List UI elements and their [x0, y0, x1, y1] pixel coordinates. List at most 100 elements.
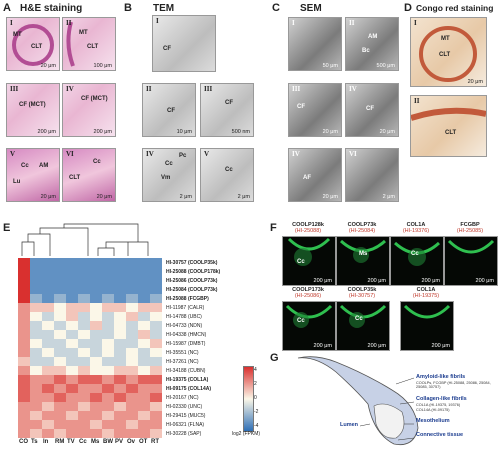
heatmap-cell: [126, 321, 138, 330]
heatmap-cell: [30, 366, 42, 375]
heatmap-cell: [102, 366, 114, 375]
heatmap-cell: [138, 285, 150, 294]
roman-numeral: II: [146, 85, 152, 93]
heatmap-cell: [126, 366, 138, 375]
legend-ticks: 4 2 0 -2 -4: [254, 363, 258, 433]
heatmap-column-label: Cc: [79, 439, 87, 445]
heatmap-row-label: HI-34188 (CUBN): [166, 368, 206, 374]
heatmap-cell: [138, 303, 150, 312]
fluorescence-signal: [339, 239, 387, 263]
heatmap-cell: [90, 393, 102, 402]
legend-tick: 2: [254, 381, 257, 387]
heatmap-cell: [78, 258, 90, 267]
heatmap-cell: [54, 339, 66, 348]
heatmap-cell: [54, 285, 66, 294]
roman-numeral: IV: [349, 85, 357, 93]
roman-numeral: II: [349, 19, 355, 27]
heatmap-cell: [90, 285, 102, 294]
panel-b-title: TEM: [153, 3, 175, 14]
heatmap-cell: [102, 321, 114, 330]
heatmap-column-label: In: [43, 439, 49, 445]
protein-name: COL1A: [416, 287, 436, 293]
protein-id: (HI-30757): [348, 293, 376, 299]
tile-label: CLT: [87, 44, 99, 50]
heatmap-cell: [18, 402, 30, 411]
fluorescence-signal: [403, 304, 451, 319]
heatmap-row-label: HI-25086 (COOLP73k): [166, 278, 218, 284]
heatmap-cell: [90, 375, 102, 384]
heatmap-cell: [150, 312, 162, 321]
heatmap-cell: [42, 294, 54, 303]
heatmap-cell: [138, 348, 150, 357]
heatmap-cell: [42, 384, 54, 393]
protein-id: (HI-25085): [456, 228, 484, 234]
mesothelium-label: Mesothelium: [416, 418, 450, 424]
heatmap-column-label: Ms: [91, 439, 100, 445]
fluorescence-tile-6: Cc 200 μm: [336, 301, 390, 351]
roman-numeral: IV: [292, 150, 300, 158]
heatmap-cell: [66, 312, 78, 321]
legend-tick: -2: [254, 409, 259, 415]
heatmap-cell: [138, 375, 150, 384]
heatmap-cell: [18, 375, 30, 384]
heatmap-cell: [42, 276, 54, 285]
amyloid-label: Amyloid-like fibrils: [416, 374, 466, 380]
heatmap-cell: [102, 294, 114, 303]
heatmap-cell: [126, 339, 138, 348]
heatmap-cell: [54, 258, 66, 267]
heatmap-cell: [30, 294, 42, 303]
heatmap-cell: [54, 312, 66, 321]
heatmap-cell: [18, 366, 30, 375]
heatmap-row-label: HI-14788 (UBC): [166, 314, 202, 320]
heatmap-cell: [18, 276, 30, 285]
heatmap-cell: [42, 366, 54, 375]
heatmap-cell: [30, 393, 42, 402]
heatmap-cell: [66, 429, 78, 438]
heatmap-cell: [54, 267, 66, 276]
heatmap-row-label: HI-15987 (DMBT): [166, 341, 206, 347]
tile-label: Cc: [355, 316, 363, 322]
heatmap-cell: [126, 357, 138, 366]
heatmap-cell: [90, 258, 102, 267]
heatmap-cell: [138, 402, 150, 411]
heatmap-cell: [114, 420, 126, 429]
roman-numeral: III: [204, 85, 213, 93]
he-tile-3: III CF (MCT) 200 μm: [6, 83, 60, 137]
heatmap-cell: [18, 339, 30, 348]
heatmap-cell: [150, 294, 162, 303]
heatmap-cell: [90, 312, 102, 321]
heatmap-cell: [102, 303, 114, 312]
heatmap-cell: [114, 294, 126, 303]
heatmap-cell: [114, 429, 126, 438]
fluorescence-signal: [447, 239, 495, 254]
heatmap-cell: [66, 258, 78, 267]
collagen-sublabel: COL1A (HI-19375, 19376): [416, 403, 461, 407]
heatmap-column-label: BW: [103, 439, 113, 445]
scale-bar: 500 nm: [231, 129, 250, 135]
heatmap-cell: [150, 330, 162, 339]
heatmap-cell: [42, 411, 54, 420]
heatmap-cell: [90, 384, 102, 393]
heatmap-cell: [66, 420, 78, 429]
tem-tile-2: II CF 10 μm: [142, 83, 196, 137]
heatmap-row-labels: HI-30757 (COOLP35k) HI-25088 (COOLP178k) H…: [166, 258, 276, 458]
heatmap-cell: [150, 429, 162, 438]
protein-id: (HI-19375): [412, 293, 440, 299]
legend-tick: 0: [254, 395, 257, 401]
roman-numeral: V: [204, 150, 210, 158]
heatmap-cell: [42, 303, 54, 312]
heatmap-cell: [102, 258, 114, 267]
heatmap-cell: [18, 285, 30, 294]
heatmap-cell: [30, 357, 42, 366]
scale-bar: 500 μm: [376, 63, 395, 69]
heatmap-cell: [138, 366, 150, 375]
panel-d-title: Congo red staining: [416, 3, 494, 13]
scale-bar: 20 μm: [379, 129, 395, 135]
heatmap-cell: [78, 348, 90, 357]
heatmap-row-label: HI-06321 (FLNA): [166, 422, 205, 428]
heatmap-cell: [30, 384, 42, 393]
heatmap-cell: [30, 312, 42, 321]
heatmap-cell: [138, 312, 150, 321]
fluorescence-signal: [339, 304, 387, 328]
scale-bar: 50 μm: [322, 63, 338, 69]
